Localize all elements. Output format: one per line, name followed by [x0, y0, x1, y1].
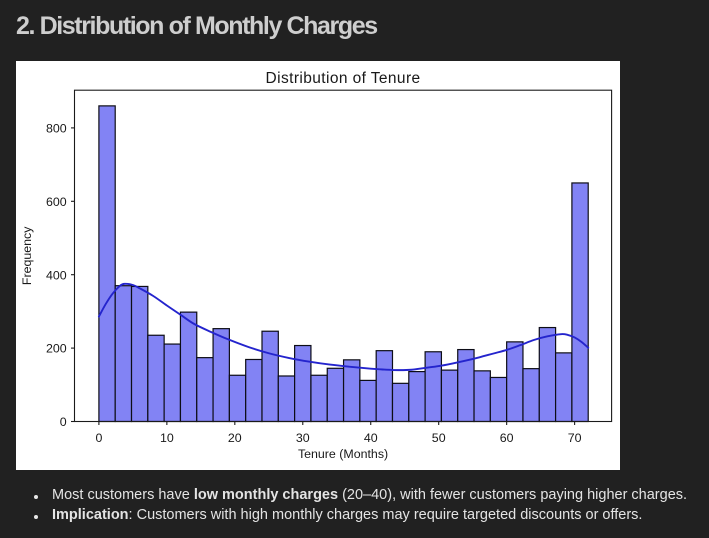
- svg-text:40: 40: [364, 431, 378, 445]
- svg-text:50: 50: [432, 431, 446, 445]
- svg-text:70: 70: [568, 431, 582, 445]
- svg-text:10: 10: [160, 431, 174, 445]
- svg-text:30: 30: [296, 431, 310, 445]
- svg-text:800: 800: [46, 122, 67, 136]
- svg-text:600: 600: [46, 195, 67, 209]
- svg-text:60: 60: [500, 431, 514, 445]
- svg-text:0: 0: [60, 415, 67, 429]
- svg-text:400: 400: [46, 268, 67, 282]
- svg-text:0: 0: [95, 431, 102, 445]
- svg-text:Tenure (Months): Tenure (Months): [298, 447, 388, 461]
- svg-text:20: 20: [228, 431, 242, 445]
- svg-text:200: 200: [46, 342, 67, 356]
- svg-text:Frequency: Frequency: [20, 226, 34, 285]
- svg-text:Distribution of Tenure: Distribution of Tenure: [266, 70, 421, 87]
